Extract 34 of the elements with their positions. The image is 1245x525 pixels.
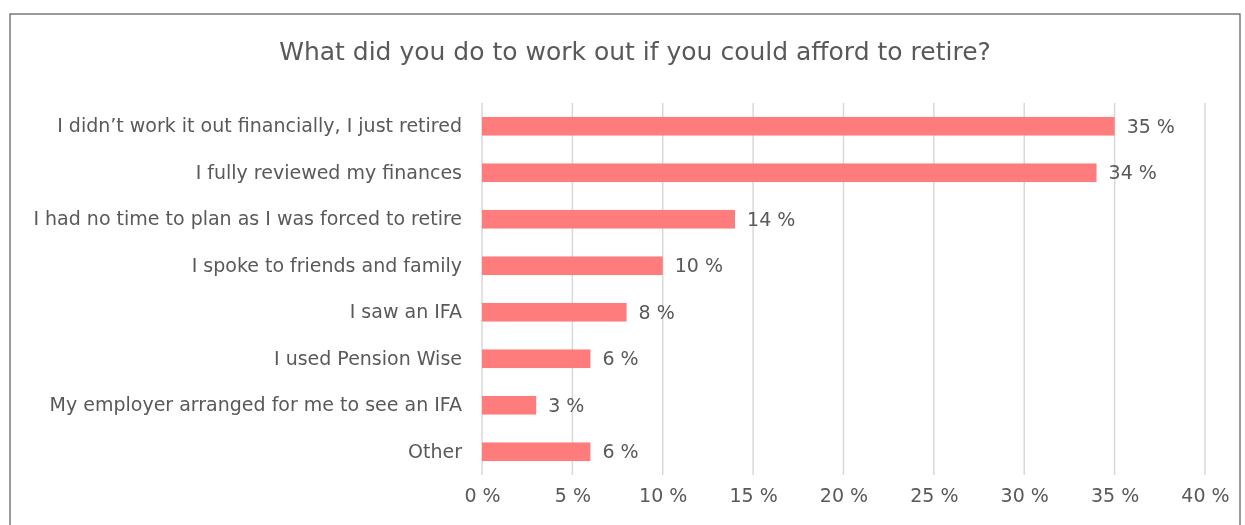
bar xyxy=(482,163,1097,183)
bar xyxy=(482,349,591,369)
x-tick-label: 40 % xyxy=(1181,484,1230,507)
y-tick-label: I spoke to friends and family xyxy=(191,253,462,276)
y-tick-label: I didn’t work it out financially, I just retired xyxy=(57,114,462,137)
y-tick-label: Other xyxy=(408,439,463,462)
data-label: 8 % xyxy=(638,300,675,323)
x-tick-label: 10 % xyxy=(639,484,688,507)
x-tick-label: 20 % xyxy=(819,484,869,507)
bar xyxy=(482,395,537,415)
data-label: 3 % xyxy=(548,393,585,416)
x-tick-label: 0 % xyxy=(464,484,501,507)
bar xyxy=(482,302,627,322)
x-tick-label: 35 % xyxy=(1090,484,1140,507)
y-tick-label: My employer arranged for me to see an IFA xyxy=(49,393,462,416)
x-tick-label: 5 % xyxy=(554,484,591,507)
x-tick-label: 30 % xyxy=(1000,484,1049,507)
data-label: 35 % xyxy=(1126,114,1175,137)
x-tick-label: 25 % xyxy=(910,484,959,507)
y-tick-label: I used Pension Wise xyxy=(273,346,462,369)
y-tick-label: I saw an IFA xyxy=(349,300,462,323)
bar xyxy=(482,209,736,229)
data-label: 10 % xyxy=(674,254,724,277)
bar xyxy=(482,442,591,462)
data-label: 6 % xyxy=(602,440,639,463)
x-tick-label: 15 % xyxy=(729,484,778,507)
data-label: 34 % xyxy=(1108,161,1157,184)
bar xyxy=(482,256,663,276)
y-tick-label: I fully reviewed my finances xyxy=(195,160,462,183)
bar xyxy=(482,116,1115,136)
y-tick-label: I had no time to plan as I was forced to retire xyxy=(33,207,462,230)
data-label: 14 % xyxy=(747,207,796,230)
chart-title: What did you do to work out if you could afford to retire? xyxy=(279,37,991,66)
data-label: 6 % xyxy=(602,347,639,370)
